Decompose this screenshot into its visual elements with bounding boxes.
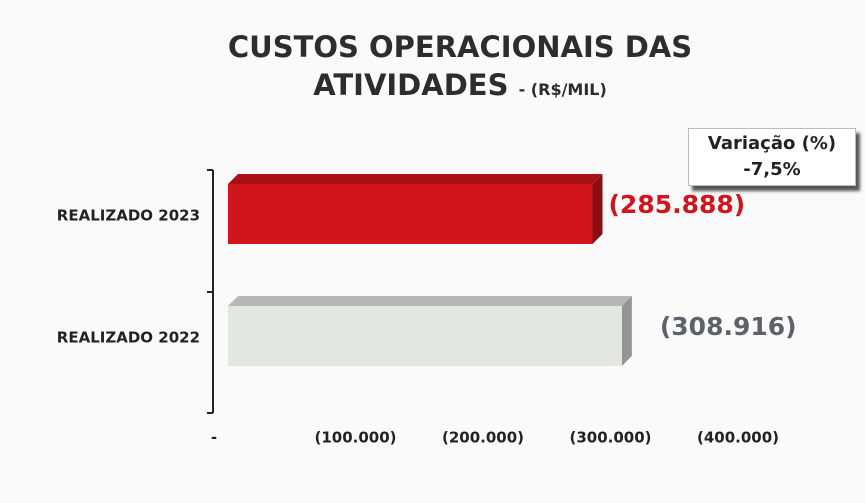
x-tick-label: - (211, 429, 217, 447)
annotation-value: -7,5% (743, 159, 801, 180)
x-tick-label: (300.000) (569, 429, 651, 447)
bar-top (228, 174, 603, 184)
x-tick-label: (100.000) (314, 429, 396, 447)
y-tick-label: REALIZADO 2023 (57, 207, 200, 225)
bar-top (228, 296, 632, 306)
annotation-box: Variação (%) -7,5% (688, 128, 856, 186)
value-label: (285.888) (609, 190, 746, 219)
y-tick-label: REALIZADO 2022 (57, 329, 200, 347)
chart-subtitle: - (R$/MIL) (518, 80, 607, 99)
bar (228, 184, 593, 244)
annotation-label: Variação (%) (707, 133, 837, 154)
bar-side (621, 296, 632, 366)
x-tick-label: (200.000) (442, 429, 524, 447)
chart-title: CUSTOS OPERACIONAIS DAS ATIVIDADES (227, 30, 693, 102)
chart-title-block: CUSTOS OPERACIONAIS DAS ATIVIDADES - (R$… (200, 28, 720, 109)
bar-side (592, 174, 603, 244)
value-label: (308.916) (660, 312, 797, 341)
x-tick-label: (400.000) (697, 429, 779, 447)
bar (228, 306, 622, 366)
